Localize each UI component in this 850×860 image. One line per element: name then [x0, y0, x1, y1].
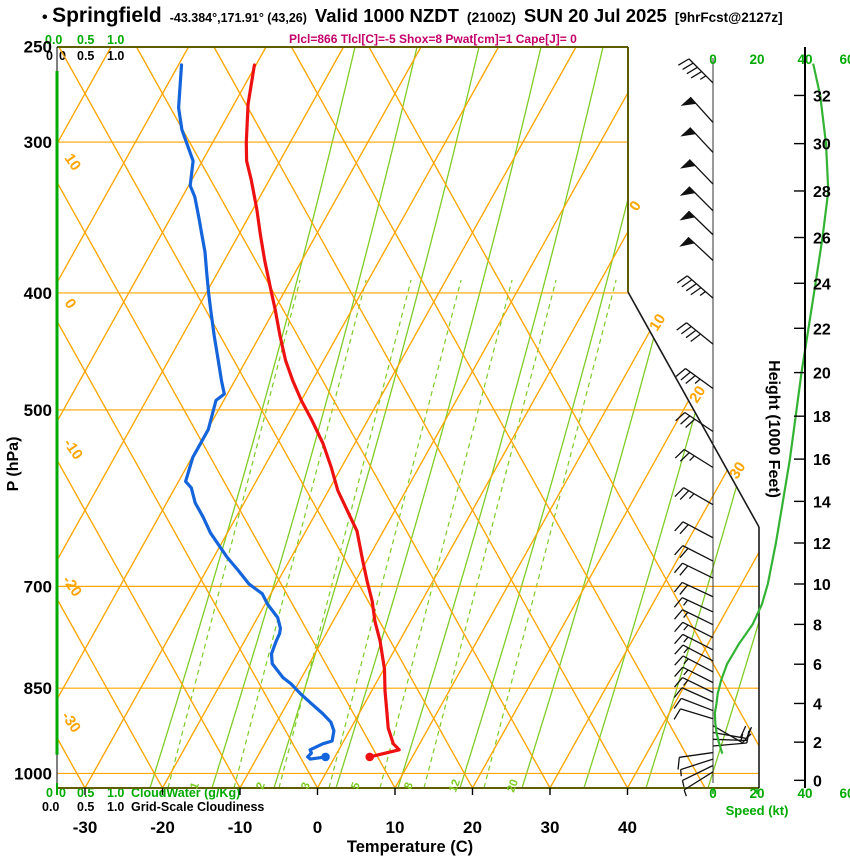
svg-text:8: 8	[813, 617, 822, 634]
svg-text:1000: 1000	[14, 764, 52, 783]
svg-text:1: 1	[188, 780, 202, 791]
svg-text:28: 28	[813, 184, 831, 201]
svg-text:-10: -10	[60, 436, 86, 464]
station-bullet-icon: • Springfield	[42, 4, 162, 27]
svg-text:20: 20	[505, 778, 521, 794]
cloudwater-scale-bot-0a: 0	[46, 786, 53, 800]
surface-dewpoint-dot	[321, 752, 330, 762]
temperature-curve	[244, 63, 401, 759]
svg-text:500: 500	[24, 401, 52, 420]
cloudwater-scale-top-10: 1.0	[107, 33, 125, 47]
svg-text:30: 30	[541, 818, 560, 837]
surface-temperature-dot	[365, 752, 375, 762]
valid-date: SUN 20 Jul 2025	[523, 5, 667, 26]
station-coordinates: -43.384°,171.91° (43,26)	[169, 11, 307, 25]
wind-speed-profile	[713, 63, 830, 755]
temperature-axis-label: Temperature (C)	[346, 838, 474, 856]
cloudiness-scale-top-0a: 0	[46, 49, 53, 63]
svg-text:10: 10	[61, 151, 84, 174]
svg-text:32: 32	[813, 88, 831, 105]
cloudwater-axis-label: CloudWater (g/Kg)	[131, 786, 241, 800]
cloudiness-scale-bot-05: 0.5	[77, 800, 95, 814]
svg-text:0: 0	[709, 52, 717, 67]
svg-text:-10: -10	[228, 818, 253, 837]
svg-text:4: 4	[813, 696, 822, 713]
svg-text:6: 6	[813, 657, 822, 674]
svg-text:60: 60	[839, 786, 850, 801]
svg-text:18: 18	[813, 409, 831, 426]
cloudwater-scale-bot-0b: 0	[59, 786, 66, 800]
station-name: Springfield	[52, 4, 162, 27]
svg-text:30: 30	[726, 459, 749, 482]
svg-text:850: 850	[24, 679, 52, 698]
svg-text:-30: -30	[58, 709, 84, 737]
svg-text:300: 300	[24, 133, 52, 152]
svg-text:400: 400	[24, 284, 52, 303]
cloudwater-scale-top-0: 0.0	[45, 33, 63, 47]
svg-text:30: 30	[813, 137, 831, 154]
svg-text:0: 0	[813, 773, 822, 790]
svg-text:-20: -20	[59, 573, 85, 601]
cloudwater-scale-top-05: 0.5	[77, 33, 95, 47]
mixing-ratio-labels: 1 2 3 5 8 12 20	[188, 778, 521, 794]
temperature-tick-labels: -30 -20 -10 0 10 20 30 40	[73, 788, 637, 837]
plot-border	[56, 46, 760, 789]
cloudiness-scale-top-0b: 0	[59, 49, 66, 63]
speed-axis-label: Speed (kt)	[725, 803, 789, 818]
cloudiness-scale-top-05: 0.5	[77, 49, 95, 63]
svg-text:20: 20	[749, 52, 764, 67]
svg-text:20: 20	[463, 818, 482, 837]
speed-scale-labels: 00202040406060	[709, 52, 850, 801]
stability-params-line: Plcl=866 Tlcl[C]=-5 Shox=8 Pwat[cm]=1 Ca…	[289, 32, 577, 46]
svg-text:16: 16	[813, 452, 831, 469]
title-bar: • Springfield -43.384°,171.91° (43,26) V…	[42, 4, 783, 28]
cloudiness-axis-label: Grid-Scale Cloudiness	[131, 800, 265, 814]
sounding-curves	[177, 63, 401, 762]
svg-text:700: 700	[24, 577, 52, 596]
svg-text:60: 60	[839, 52, 850, 67]
svg-text:20: 20	[813, 366, 831, 383]
svg-text:10: 10	[646, 311, 669, 334]
svg-text:-30: -30	[73, 818, 98, 837]
svg-text:26: 26	[813, 231, 831, 248]
svg-text:0: 0	[61, 296, 80, 313]
svg-text:24: 24	[813, 276, 831, 293]
cloudiness-scale-bot-0: 0.0	[42, 800, 60, 814]
cloudiness-scale-bot-10: 1.0	[107, 800, 125, 814]
forecast-tag: [9hrFcst@2127z]	[674, 10, 783, 25]
svg-text:2: 2	[813, 735, 822, 752]
svg-text:14: 14	[813, 494, 831, 511]
svg-text:8: 8	[402, 780, 416, 791]
svg-text:12: 12	[813, 536, 831, 553]
svg-text:10: 10	[813, 577, 831, 594]
svg-text:250: 250	[24, 37, 52, 56]
wind-barb-column	[673, 58, 753, 797]
pressure-tick-labels: 250 300 400 500 700 850 1000	[14, 37, 52, 783]
valid-time: Valid 1000 NZDT	[314, 5, 459, 26]
svg-text:2: 2	[254, 781, 267, 791]
svg-text:5: 5	[349, 780, 363, 791]
svg-text:10: 10	[386, 818, 405, 837]
svg-text:3: 3	[299, 781, 312, 791]
svg-text:-20: -20	[150, 818, 175, 837]
valid-time-zulu: (2100Z)	[466, 9, 516, 25]
svg-text:40: 40	[797, 786, 812, 801]
svg-text:0: 0	[313, 818, 322, 837]
svg-text:12: 12	[447, 778, 463, 794]
svg-text:22: 22	[813, 321, 831, 338]
dewpoint-curve	[177, 63, 336, 761]
svg-text:20: 20	[686, 383, 709, 406]
cloudiness-scale-top-10: 1.0	[107, 49, 125, 63]
svg-text:40: 40	[618, 818, 637, 837]
cloudwater-scale-bot-10: 1.0	[107, 786, 125, 800]
